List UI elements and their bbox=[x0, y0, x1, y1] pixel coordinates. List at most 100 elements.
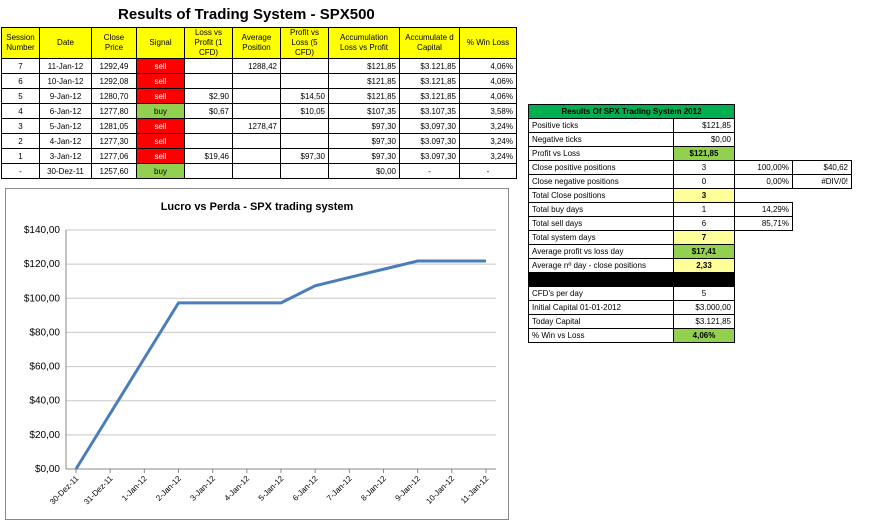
series-line bbox=[74, 259, 486, 470]
column-header: Loss vs Profit (1 CFD) bbox=[184, 27, 233, 59]
summary-row: Total system days 7 bbox=[528, 230, 852, 245]
table-cell: $14,50 bbox=[280, 88, 329, 104]
trading-table: Session Number Date Close Price Signal Loss … bbox=[1, 27, 517, 179]
summary-value: 2,33 bbox=[673, 258, 735, 273]
signal-cell: sell bbox=[136, 88, 185, 104]
table-cell bbox=[184, 133, 233, 149]
table-cell: 3,24% bbox=[459, 133, 517, 149]
summary-label: Total Close positions bbox=[528, 188, 674, 203]
table-cell: 1292,49 bbox=[91, 58, 137, 74]
table-row: 7 11-Jan-12 1292,49 sell 1288,42 $121,85 $3.12… bbox=[1, 58, 517, 74]
summary-extra: $40,62 bbox=[792, 160, 852, 175]
profit-chart: Lucro vs Perda - SPX trading system $0,0… bbox=[5, 188, 509, 520]
summary-extra: #DIV/0! bbox=[792, 174, 852, 189]
table-cell bbox=[280, 73, 329, 89]
summary-row: % Win vs Loss 4,06% bbox=[528, 328, 852, 343]
summary-row: Average profit vs loss day $17,41 bbox=[528, 244, 852, 259]
x-tick-label: 9-Jan-12 bbox=[393, 474, 422, 503]
table-cell bbox=[232, 103, 281, 119]
table-row: 4 6-Jan-12 1277,80 buy $0,67 $10,05 $107,35 $3.… bbox=[1, 103, 517, 119]
table-cell: 1278,47 bbox=[232, 118, 281, 134]
column-header: % Win Loss bbox=[459, 27, 517, 59]
signal-cell: sell bbox=[136, 118, 185, 134]
table-cell: $19,46 bbox=[184, 148, 233, 164]
signal-cell: sell bbox=[136, 73, 185, 89]
summary-value: 1 bbox=[673, 202, 735, 217]
y-tick-label: $120,00 bbox=[24, 259, 61, 270]
column-header: Accumulation Loss vs Profit bbox=[328, 27, 400, 59]
chart-svg: $0,00 $20,00 $40,00 $60,00 $80,00 $100,00 $120… bbox=[24, 225, 496, 507]
summary-row: Today Capital $3.121,85 bbox=[528, 314, 852, 329]
table-cell bbox=[280, 118, 329, 134]
summary-row: Average nº day - close positions 2,33 bbox=[528, 258, 852, 273]
table-cell: $3.097,30 bbox=[399, 118, 460, 134]
table-cell: $0,67 bbox=[184, 103, 233, 119]
table-row: 2 4-Jan-12 1277,30 sell $97,30 $3.097,30 3,24% bbox=[1, 133, 517, 149]
table-cell bbox=[232, 163, 281, 179]
table-cell: 4,06% bbox=[459, 58, 517, 74]
table-cell bbox=[184, 58, 233, 74]
table-cell bbox=[232, 148, 281, 164]
summary-value: 3 bbox=[673, 160, 735, 175]
table-cell bbox=[232, 73, 281, 89]
table-cell: 1257,60 bbox=[91, 163, 137, 179]
table-cell: 10-Jan-12 bbox=[39, 73, 92, 89]
table-cell: $3.097,30 bbox=[399, 148, 460, 164]
table-cell: $121,85 bbox=[328, 58, 400, 74]
table-cell bbox=[280, 58, 329, 74]
summary-label: Positive ticks bbox=[528, 118, 674, 133]
summary-value: $3.000,00 bbox=[673, 300, 735, 315]
summary-label: Total sell days bbox=[528, 216, 674, 231]
summary-label: CFD's per day bbox=[528, 286, 674, 301]
summary-header-row: Results Of SPX Trading System 2012 bbox=[528, 104, 852, 119]
summary-label: Total system days bbox=[528, 230, 674, 245]
summary-row: Close negative positions 0 0,00% #DIV/0! bbox=[528, 174, 852, 189]
y-tick-label: $140,00 bbox=[24, 225, 61, 236]
table-cell: 3 bbox=[1, 118, 40, 134]
table-cell: $121,85 bbox=[328, 73, 400, 89]
summary-label: Close positive positions bbox=[528, 160, 674, 175]
table-cell: - bbox=[399, 163, 460, 179]
table-cell: $10,05 bbox=[280, 103, 329, 119]
table-cell bbox=[280, 163, 329, 179]
chart-title: Lucro vs Perda - SPX trading system bbox=[160, 201, 354, 213]
x-tick-label: 6-Jan-12 bbox=[291, 474, 320, 503]
summary-label: % Win vs Loss bbox=[528, 328, 674, 343]
column-header: Session Number bbox=[1, 27, 40, 59]
summary-percent: 85,71% bbox=[734, 216, 793, 231]
table-cell: 2 bbox=[1, 133, 40, 149]
table-cell: 1280,70 bbox=[91, 88, 137, 104]
table-cell bbox=[232, 88, 281, 104]
table-cell bbox=[280, 133, 329, 149]
y-tick-label: $20,00 bbox=[29, 430, 60, 441]
table-cell: $97,30 bbox=[280, 148, 329, 164]
x-tick-label: 31-Dez-11 bbox=[82, 474, 115, 507]
x-tick-label: 2-Jan-12 bbox=[154, 474, 183, 503]
summary-row bbox=[528, 272, 852, 287]
summary-row: Positive ticks $121,85 bbox=[528, 118, 852, 133]
summary-row: Initial Capital 01-01-2012 $3.000,00 bbox=[528, 300, 852, 315]
summary-value: $121,85 bbox=[673, 146, 735, 161]
x-tick-label: 11-Jan-12 bbox=[459, 474, 491, 506]
table-row: 5 9-Jan-12 1280,70 sell $2,90 $14,50 $121,85 $3… bbox=[1, 88, 517, 104]
table-cell: 4,06% bbox=[459, 73, 517, 89]
table-cell: 7 bbox=[1, 58, 40, 74]
x-tick-label: 8-Jan-12 bbox=[359, 474, 388, 503]
table-cell: 4,06% bbox=[459, 88, 517, 104]
summary-percent: 14,29% bbox=[734, 202, 793, 217]
table-cell: 5-Jan-12 bbox=[39, 118, 92, 134]
summary-row: Total buy days 1 14,29% bbox=[528, 202, 852, 217]
summary-value: 5 bbox=[673, 286, 735, 301]
summary-label: Today Capital bbox=[528, 314, 674, 329]
table-cell: 3,58% bbox=[459, 103, 517, 119]
table-cell: - bbox=[459, 163, 517, 179]
x-tick-label: 3-Jan-12 bbox=[188, 474, 217, 503]
summary-label: Initial Capital 01-01-2012 bbox=[528, 300, 674, 315]
signal-cell: sell bbox=[136, 148, 185, 164]
y-tick-label: $40,00 bbox=[29, 396, 60, 407]
summary-row: Close positive positions 3 100,00% $40,62 bbox=[528, 160, 852, 175]
table-body: 7 11-Jan-12 1292,49 sell 1288,42 $121,85 $3.12… bbox=[1, 58, 517, 179]
summary-row: CFD's per day 5 bbox=[528, 286, 852, 301]
x-tick-label: 4-Jan-12 bbox=[223, 474, 252, 503]
page-title: Results of Trading System - SPX500 bbox=[118, 6, 375, 23]
